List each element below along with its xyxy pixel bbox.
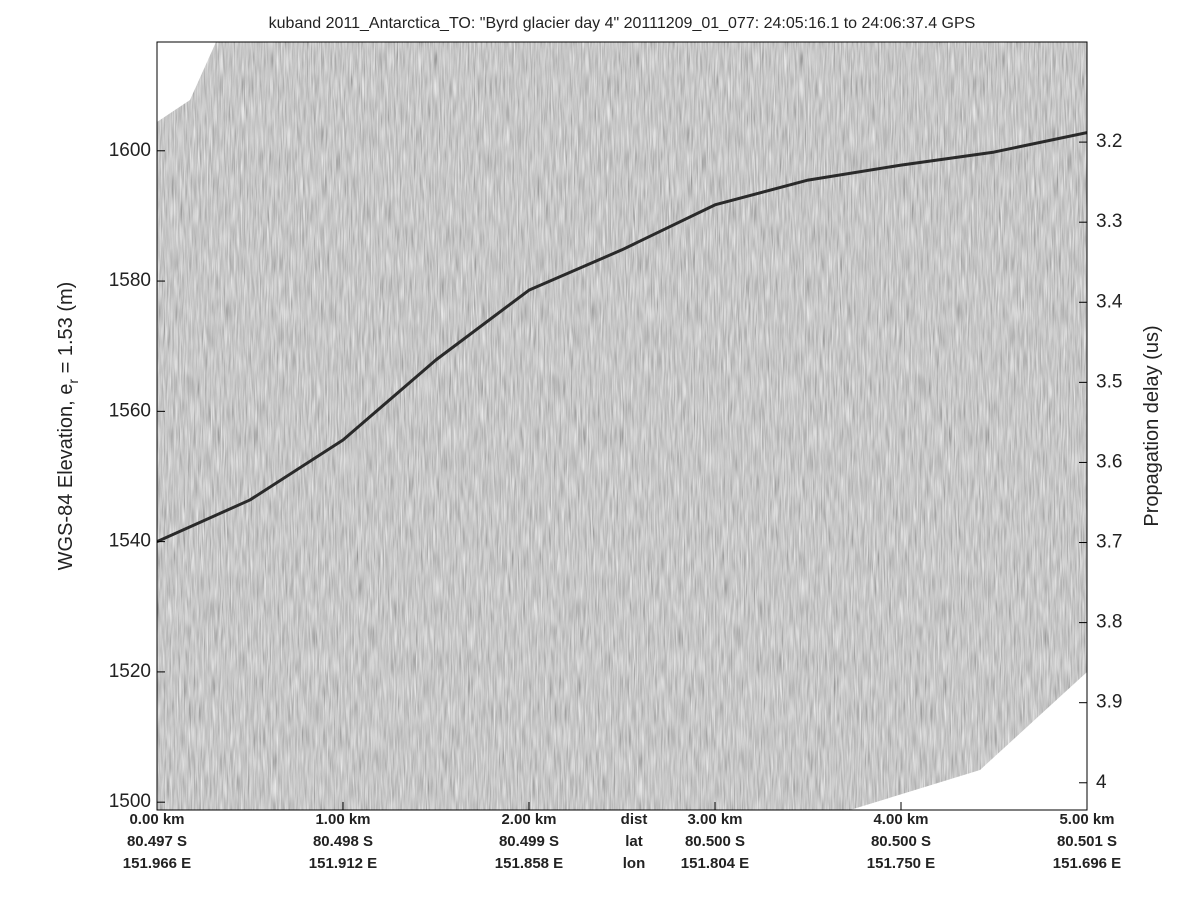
x-tick-label: 2.00 km: [501, 811, 556, 828]
y2-tick-label: 3.9: [1096, 692, 1122, 713]
lon-label: 151.804 E: [681, 855, 749, 872]
y-tick-label: 1540: [109, 531, 151, 552]
lat-label: 80.497 S: [127, 833, 187, 850]
y2-axis-label: Propagation delay (us): [1141, 325, 1163, 526]
y-label-sub: r: [65, 379, 81, 384]
lon-label: 151.858 E: [495, 855, 563, 872]
lon-label: 151.696 E: [1053, 855, 1121, 872]
no-data-area: [850, 672, 1087, 810]
y-label-rest: = 1.53 (m): [55, 282, 77, 379]
echogram: [157, 42, 1087, 810]
x-tick-label: 5.00 km: [1059, 811, 1114, 828]
y-label-main: WGS-84 Elevation, e: [55, 384, 77, 571]
y2-tick-label: 3.2: [1096, 131, 1122, 152]
lat-label: 80.498 S: [313, 833, 373, 850]
y-tick-label: 1580: [109, 270, 151, 291]
no-data-area: [157, 42, 216, 122]
lat-label: 80.500 S: [871, 833, 931, 850]
y2-tick-label: 3.8: [1096, 612, 1122, 633]
row-label: lat: [625, 833, 643, 850]
y-tick-label: 1500: [109, 791, 151, 812]
lon-label: 151.966 E: [123, 855, 191, 872]
surface-line: [157, 131, 1087, 543]
y-tick-label: 1600: [109, 140, 151, 161]
lat-label: 80.501 S: [1057, 833, 1117, 850]
y-tick-label: 1560: [109, 400, 151, 421]
lat-label: 80.499 S: [499, 833, 559, 850]
x-tick-label: 1.00 km: [315, 811, 370, 828]
lon-label: 151.750 E: [867, 855, 935, 872]
x-tick-label: 3.00 km: [687, 811, 742, 828]
row-label: dist: [621, 811, 648, 828]
plot-frame: [156, 41, 1088, 811]
y2-tick-label: 3.4: [1096, 291, 1123, 312]
y-axis-label: WGS-84 Elevation, er = 1.53 (m): [55, 282, 81, 571]
y2-tick-label: 3.6: [1096, 451, 1122, 472]
y2-tick-label: 3.5: [1096, 371, 1122, 392]
lon-label: 151.912 E: [309, 855, 377, 872]
y2-tick-label: 4: [1096, 772, 1107, 793]
y-tick-label: 1520: [109, 661, 151, 682]
y2-tick-label: 3.3: [1096, 211, 1122, 232]
x-tick-label: 4.00 km: [873, 811, 928, 828]
x-tick-label: 0.00 km: [129, 811, 184, 828]
lat-label: 80.500 S: [685, 833, 745, 850]
row-label: lon: [623, 855, 646, 872]
y2-tick-label: 3.7: [1096, 532, 1122, 553]
chart-title: kuband 2011_Antarctica_TO: "Byrd glacier…: [269, 15, 976, 32]
